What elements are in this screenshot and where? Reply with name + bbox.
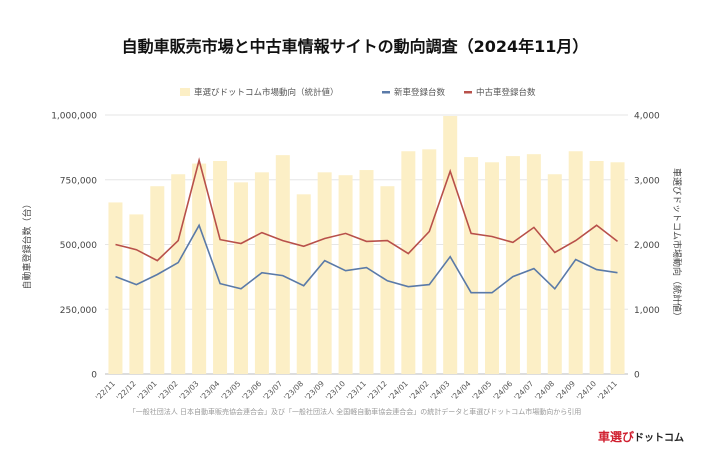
x-tick-label: '23/03 xyxy=(177,379,200,402)
bar-market-trend xyxy=(568,151,583,374)
x-tick-label: '23/09 xyxy=(303,379,326,402)
y-right-tick-label: 4,000 xyxy=(634,112,660,122)
y-left-tick-label: 500,000 xyxy=(60,241,97,251)
x-tick-label: '24/03 xyxy=(428,379,451,402)
logo-part2: ドットコム xyxy=(634,433,685,444)
y-right-tick-label: 3,000 xyxy=(634,176,660,186)
bar-market-trend xyxy=(192,163,207,374)
logo-part1: 車選び xyxy=(598,430,635,444)
legend-swatch-new-car xyxy=(382,91,390,94)
line-used-car-registrations xyxy=(115,157,618,262)
bar-market-trend xyxy=(422,149,437,374)
legend-swatch-market-trend xyxy=(180,88,190,96)
x-tick-label: '24/08 xyxy=(533,379,556,402)
x-tick-label: '24/05 xyxy=(470,379,493,402)
x-tick-label: '24/01 xyxy=(387,379,410,402)
bar-market-trend xyxy=(526,154,541,374)
bar-market-trend xyxy=(547,174,562,374)
x-tick-label: '23/02 xyxy=(157,379,180,402)
bar-market-trend xyxy=(359,170,374,374)
bar-market-trend xyxy=(401,151,416,374)
bar-market-trend xyxy=(213,160,228,374)
y-right-axis-title: 車選びドットコム市場動向（統計値） xyxy=(671,168,683,321)
y-left-tick-label: 0 xyxy=(91,371,97,381)
legend-label-used-car: 中古車登録台数 xyxy=(476,87,536,98)
bar-market-trend xyxy=(233,182,248,374)
x-tick-label: '23/11 xyxy=(345,379,368,402)
x-tick-label: '23/06 xyxy=(240,379,263,402)
bar-market-trend xyxy=(317,172,332,374)
y-left-tick-label: 250,000 xyxy=(60,306,97,316)
y-right-tick-label: 1,000 xyxy=(634,306,660,316)
x-tick-label: '24/02 xyxy=(408,379,431,402)
y-left-axis-title: 自動車登録台数（台） xyxy=(21,199,33,289)
x-tick-label: '23/07 xyxy=(261,379,284,402)
y-right-tick-label: 2,000 xyxy=(634,241,660,251)
bar-market-trend xyxy=(443,115,458,374)
x-tick-label: '24/09 xyxy=(554,379,577,402)
x-tick-label: '23/04 xyxy=(198,379,221,402)
x-tick-label: '23/05 xyxy=(219,379,242,402)
bar-market-trend xyxy=(338,175,353,374)
x-tick-label: '24/06 xyxy=(491,379,514,402)
x-tick-label: '23/08 xyxy=(282,379,305,402)
y-right-tick-label: 0 xyxy=(634,371,640,381)
bar-market-trend xyxy=(589,160,604,374)
line-new-car-registrations xyxy=(115,223,618,294)
x-tick-label: '24/11 xyxy=(596,379,619,402)
source-footnote: 「一般社団法人 日本自動車販売協会連合会」及び「一般社団法人 全国軽自動車協会連… xyxy=(128,408,582,416)
bar-market-trend xyxy=(296,194,311,374)
chart-title: 自動車販売市場と中古車情報サイトの動向調査（2024年11月） xyxy=(121,37,589,56)
bar-market-trend xyxy=(171,174,186,374)
x-tick-label: '23/12 xyxy=(366,379,389,402)
legend-label-new-car: 新車登録台数 xyxy=(394,87,446,98)
x-tick-label: '23/01 xyxy=(136,379,159,402)
x-tick-label: '24/07 xyxy=(512,379,535,402)
bar-market-trend xyxy=(150,186,165,374)
bar-market-trend xyxy=(505,156,520,374)
bar-market-trend xyxy=(275,155,290,374)
legend-label-market-trend: 車選びドットコム市場動向（統計値） xyxy=(194,87,339,98)
bar-market-trend xyxy=(610,162,625,374)
y-left-tick-label: 1,000,000 xyxy=(51,112,97,122)
x-tick-label: '24/10 xyxy=(575,379,598,402)
legend-swatch-used-car xyxy=(464,91,472,94)
bar-market-trend xyxy=(485,162,500,374)
bar-market-trend xyxy=(464,157,479,374)
y-left-tick-label: 750,000 xyxy=(60,176,97,186)
brand-logo: 車選びドットコム xyxy=(598,428,684,445)
x-tick-label: '22/12 xyxy=(115,379,138,402)
x-tick-label: '24/04 xyxy=(449,379,472,402)
x-tick-label: '22/11 xyxy=(94,379,117,402)
bar-market-trend xyxy=(108,202,123,374)
x-tick-label: '23/10 xyxy=(324,379,347,402)
bar-market-trend xyxy=(129,214,144,374)
